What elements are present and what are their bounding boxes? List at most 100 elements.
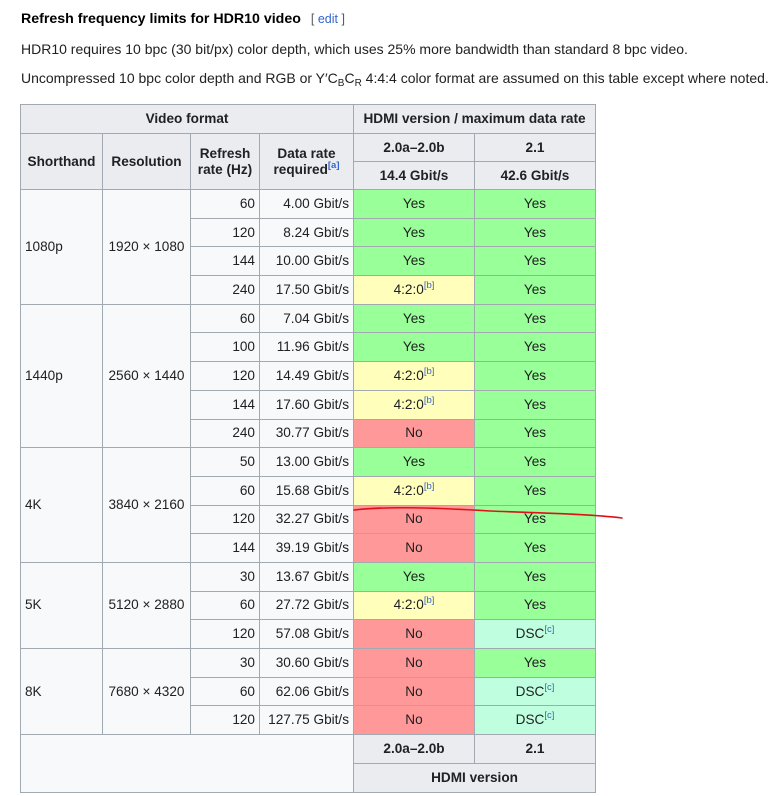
resolution-cell: 7680 × 4320	[102, 647, 191, 736]
table-row: 144 39.19 Gbit/s No Yes	[21, 533, 596, 563]
table-row: 120 8.24 Gbit/s Yes Yes	[21, 217, 596, 248]
support-cell-hdmi-2-1: Yes	[474, 561, 596, 592]
hdr10-refresh-table: Video format HDMI version / maximum data…	[20, 104, 596, 794]
support-cell-hdmi-2-1: Yes	[474, 475, 596, 506]
data-rate-cell: 127.75 Gbit/s	[259, 705, 354, 736]
support-cell-hdmi-2-0: No	[353, 705, 475, 736]
table-row: 1440p 2560 × 1440 60 7.04 Gbit/s Yes Yes	[20, 303, 596, 449]
data-rate-cell: 27.72 Gbit/s	[259, 590, 354, 621]
max-rate-a-header: 14.4 Gbit/s	[353, 161, 475, 190]
data-rate-cell: 30.60 Gbit/s	[259, 648, 354, 678]
video-format-header: Video format	[20, 104, 354, 134]
support-cell-hdmi-2-0: No	[353, 619, 475, 649]
shorthand-cell: 8K	[20, 647, 103, 736]
shorthand-cell: 5K	[20, 561, 103, 650]
data-rate-cell: 11.96 Gbit/s	[259, 332, 354, 363]
support-cell-hdmi-2-1: Yes	[474, 590, 596, 621]
shorthand-cell: 1440p	[20, 303, 103, 449]
edit-link[interactable]: edit	[317, 12, 339, 26]
support-cell-hdmi-2-1: Yes	[474, 648, 596, 678]
support-cell-hdmi-2-1: Yes	[474, 533, 596, 563]
footer-version-a: 2.0a–2.0b	[353, 734, 475, 765]
support-cell-hdmi-2-0: No	[353, 504, 475, 535]
data-rate-cell: 57.08 Gbit/s	[259, 619, 354, 649]
footnote-ref[interactable]: [b]	[423, 595, 435, 607]
table-row: 1080p 1920 × 1080 60 4.00 Gbit/s Yes Yes	[20, 189, 596, 305]
footer-hdmi-version-label: HDMI version	[353, 763, 596, 794]
data-rate-cell: 10.00 Gbit/s	[259, 246, 354, 277]
footnote-ref[interactable]: [b]	[423, 365, 435, 377]
refresh-rate-cell: 120	[190, 705, 260, 736]
refresh-rate-cell: 30	[190, 561, 260, 592]
refresh-rate-cell: 60	[190, 189, 260, 219]
support-cell-hdmi-2-0: Yes	[353, 561, 475, 592]
data-rate-cell: 30.77 Gbit/s	[259, 418, 354, 449]
refresh-rate-cell: 50	[190, 447, 260, 477]
refresh-rate-cell: 60	[190, 303, 260, 334]
footnote-ref[interactable]: [b]	[423, 394, 435, 406]
paragraph-color-format: Uncompressed 10 bpc color depth and RGB …	[21, 70, 769, 89]
data-rate-cell: 17.50 Gbit/s	[259, 275, 354, 305]
table-row: 4K 3840 × 2160 50 13.00 Gbit/s Yes Yes	[20, 447, 596, 563]
note-a-ref[interactable]: [a]	[327, 159, 340, 171]
support-cell-hdmi-2-0: No	[353, 533, 475, 563]
support-cell-hdmi-2-1: DSC[c]	[474, 619, 596, 649]
support-cell-hdmi-2-0: Yes	[353, 217, 475, 248]
refresh-rate-cell: 60	[190, 590, 260, 621]
footnote-ref[interactable]: [c]	[544, 681, 555, 693]
table-row: 5K 5120 × 2880 30 13.67 Gbit/s Yes Yes	[20, 561, 596, 650]
footnote-ref[interactable]: [c]	[544, 710, 555, 722]
table-row: 60 15.68 Gbit/s 4:2:0[b] Yes	[21, 475, 596, 506]
table-row: 100 11.96 Gbit/s Yes Yes	[21, 332, 596, 363]
refresh-rate-cell: 144	[190, 389, 260, 420]
table-row: 60 27.72 Gbit/s 4:2:0[b] Yes	[21, 590, 596, 621]
data-rate-cell: 13.00 Gbit/s	[259, 447, 354, 477]
refresh-rate-cell: 120	[190, 619, 260, 649]
support-cell-hdmi-2-0: 4:2:0[b]	[353, 361, 475, 391]
footnote-ref[interactable]: [b]	[423, 480, 435, 492]
data-rate-cell: 17.60 Gbit/s	[259, 389, 354, 420]
data-rate-cell: 4.00 Gbit/s	[259, 189, 354, 219]
refresh-rate-cell: 144	[190, 246, 260, 277]
table-body: 1080p 1920 × 1080 60 4.00 Gbit/s Yes Yes 120 8.…	[20, 189, 596, 736]
footnote-ref[interactable]: [c]	[544, 624, 555, 636]
shorthand-header: Shorthand	[20, 133, 103, 190]
shorthand-cell: 4K	[20, 447, 103, 563]
support-cell-hdmi-2-1: DSC[c]	[474, 676, 596, 707]
footer-version-b: 2.1	[474, 734, 596, 765]
support-cell-hdmi-2-1: Yes	[474, 189, 596, 219]
support-cell-hdmi-2-0: 4:2:0[b]	[353, 590, 475, 621]
refresh-rate-cell: 120	[190, 504, 260, 535]
resolution-cell: 3840 × 2160	[102, 447, 191, 563]
refresh-rate-cell: 60	[190, 676, 260, 707]
data-rate-cell: 32.27 Gbit/s	[259, 504, 354, 535]
paragraph-hdr10-bandwidth: HDR10 requires 10 bpc (30 bit/px) color …	[21, 41, 688, 57]
support-cell-hdmi-2-1: Yes	[474, 389, 596, 420]
data-rate-cell: 15.68 Gbit/s	[259, 475, 354, 506]
table-row: 8K 7680 × 4320 30 30.60 Gbit/s No Yes	[20, 647, 596, 736]
support-cell-hdmi-2-0: Yes	[353, 303, 475, 334]
refresh-rate-cell: 240	[190, 275, 260, 305]
table-row: 60 62.06 Gbit/s No DSC[c]	[21, 676, 596, 707]
data-rate-cell: 8.24 Gbit/s	[259, 217, 354, 248]
support-cell-hdmi-2-1: Yes	[474, 447, 596, 477]
version-b-header: 2.1	[474, 133, 596, 162]
support-cell-hdmi-2-1: Yes	[474, 361, 596, 391]
support-cell-hdmi-2-0: Yes	[353, 246, 475, 277]
shorthand-cell: 1080p	[20, 189, 103, 305]
table-row: 144 10.00 Gbit/s Yes Yes	[21, 246, 596, 277]
support-cell-hdmi-2-0: Yes	[353, 189, 475, 219]
data-rate-header: Data rate required[a]	[259, 133, 354, 190]
refresh-rate-cell: 120	[190, 217, 260, 248]
version-a-header: 2.0a–2.0b	[353, 133, 475, 162]
section-heading: Refresh frequency limits for HDR10 video…	[21, 11, 345, 27]
refresh-rate-cell: 144	[190, 533, 260, 563]
support-cell-hdmi-2-0: No	[353, 418, 475, 449]
footnote-ref[interactable]: [b]	[423, 279, 435, 291]
support-cell-hdmi-2-1: Yes	[474, 275, 596, 305]
support-cell-hdmi-2-0: 4:2:0[b]	[353, 475, 475, 506]
support-cell-hdmi-2-0: 4:2:0[b]	[353, 389, 475, 420]
support-cell-hdmi-2-1: Yes	[474, 332, 596, 363]
footer-blank	[20, 734, 354, 794]
table-row: 120 32.27 Gbit/s No Yes	[21, 504, 596, 535]
